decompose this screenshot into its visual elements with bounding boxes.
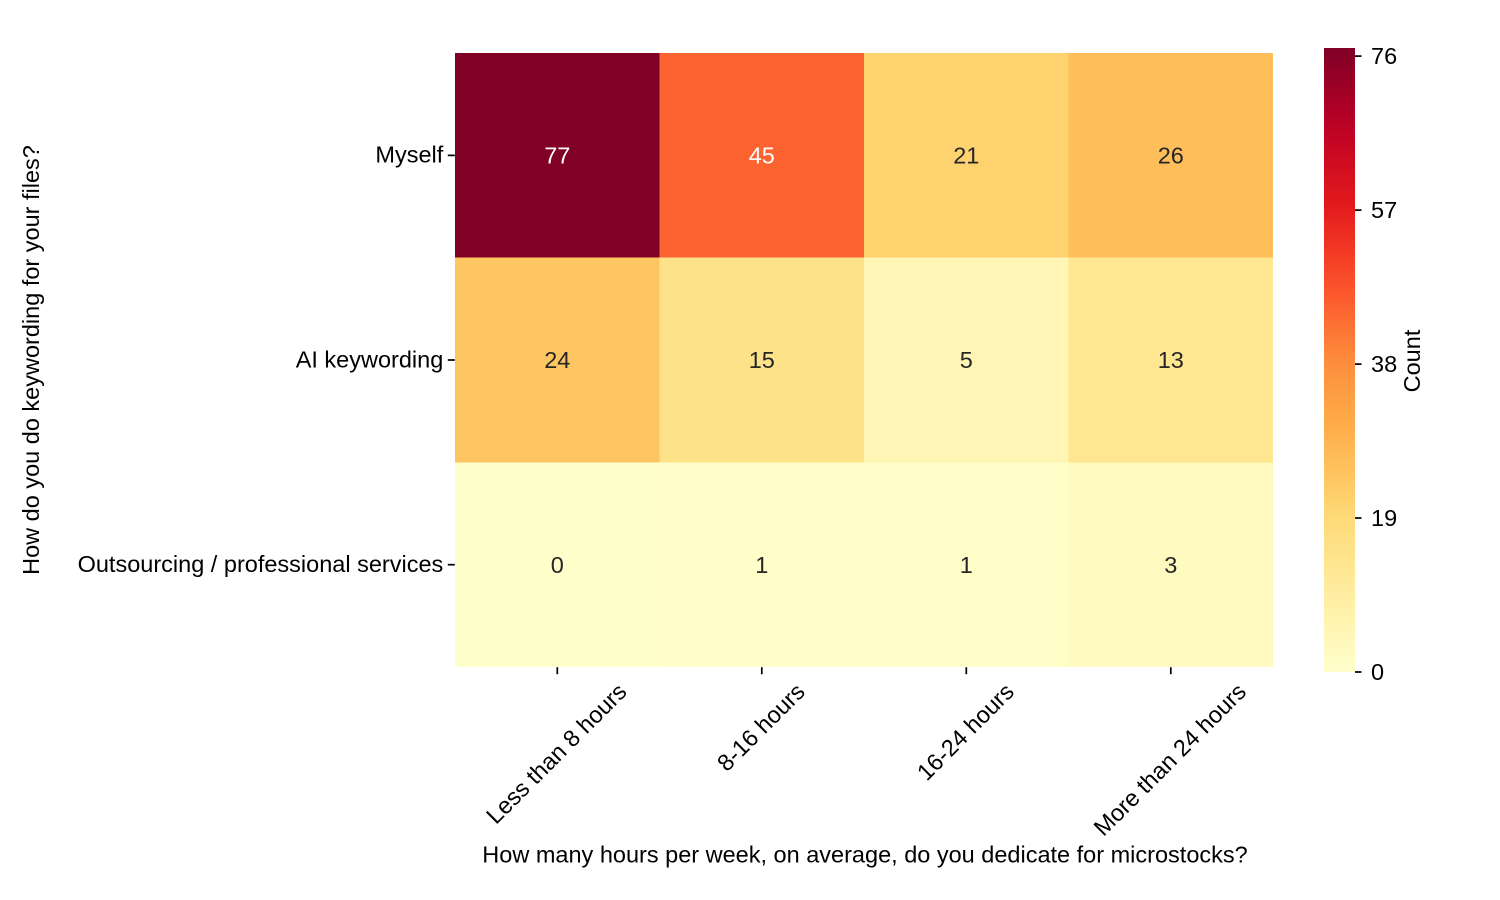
svg-text:19: 19 xyxy=(1371,505,1397,531)
svg-text:13: 13 xyxy=(1158,347,1184,373)
svg-text:21: 21 xyxy=(953,143,979,169)
svg-text:3: 3 xyxy=(1164,552,1177,578)
svg-text:77: 77 xyxy=(544,143,570,169)
svg-text:Myself: Myself xyxy=(375,142,443,168)
svg-text:AI keywording: AI keywording xyxy=(296,346,444,372)
svg-text:1: 1 xyxy=(755,552,768,578)
svg-text:How do you do keywording for y: How do you do keywording for your files? xyxy=(18,145,44,575)
svg-text:0: 0 xyxy=(1371,659,1384,685)
svg-text:0: 0 xyxy=(551,552,564,578)
svg-text:45: 45 xyxy=(749,143,775,169)
svg-text:24: 24 xyxy=(544,347,570,373)
svg-text:Count: Count xyxy=(1399,329,1425,392)
svg-text:76: 76 xyxy=(1371,43,1397,69)
svg-text:Outsourcing / professional ser: Outsourcing / professional services xyxy=(78,551,444,577)
svg-text:1: 1 xyxy=(960,552,973,578)
svg-text:5: 5 xyxy=(960,347,973,373)
svg-text:How many hours per week, on av: How many hours per week, on average, do … xyxy=(482,842,1247,868)
svg-text:57: 57 xyxy=(1371,197,1397,223)
svg-text:26: 26 xyxy=(1158,143,1184,169)
svg-text:38: 38 xyxy=(1371,351,1397,377)
svg-text:15: 15 xyxy=(749,347,775,373)
